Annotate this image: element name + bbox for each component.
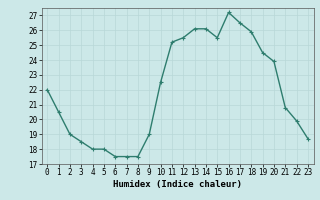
X-axis label: Humidex (Indice chaleur): Humidex (Indice chaleur): [113, 180, 242, 189]
